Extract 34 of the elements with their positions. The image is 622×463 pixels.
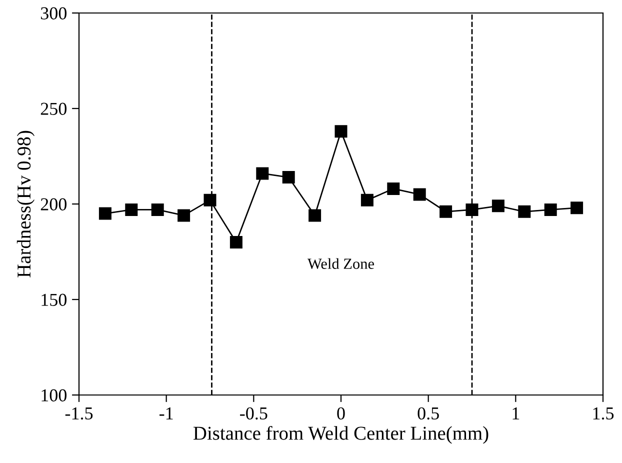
point (466, 203, 478, 216)
y-tick-label: 150 (42, 294, 67, 306)
x-tick-label: -1.5 (65, 407, 93, 420)
y-tick-label: 250 (40, 102, 67, 115)
point (282, 171, 295, 184)
y-tick-label: 300 (40, 7, 67, 20)
x-tick-label: 1 (512, 407, 520, 420)
point (413, 188, 426, 201)
y-tick-label: 200 (40, 198, 67, 210)
point (178, 209, 190, 222)
x-tick-label: -0.5 (240, 407, 268, 420)
point (125, 203, 138, 216)
point (387, 182, 400, 195)
annotation: Weld Zone (307, 258, 374, 270)
point (98, 207, 112, 220)
point (544, 203, 557, 216)
x-tick-label: 0.5 (418, 407, 439, 420)
y-axis-title: Hardness(Hv 0.98) (16, 130, 35, 278)
point (308, 209, 322, 222)
x-tick-label: 0 (337, 407, 345, 420)
point (256, 167, 269, 180)
point (440, 205, 452, 218)
y-tick-label: 100 (42, 389, 67, 402)
x-axis-title: Distance from Weld Center Line(mm) (193, 426, 488, 444)
point (492, 200, 504, 212)
point (230, 236, 242, 248)
point (334, 125, 348, 138)
x-tick-label: -1 (159, 407, 173, 420)
point (518, 205, 531, 218)
x-tick-label: 1.5 (593, 407, 614, 420)
point (151, 203, 164, 216)
point (204, 194, 216, 206)
point (570, 202, 584, 214)
point (360, 194, 374, 206)
